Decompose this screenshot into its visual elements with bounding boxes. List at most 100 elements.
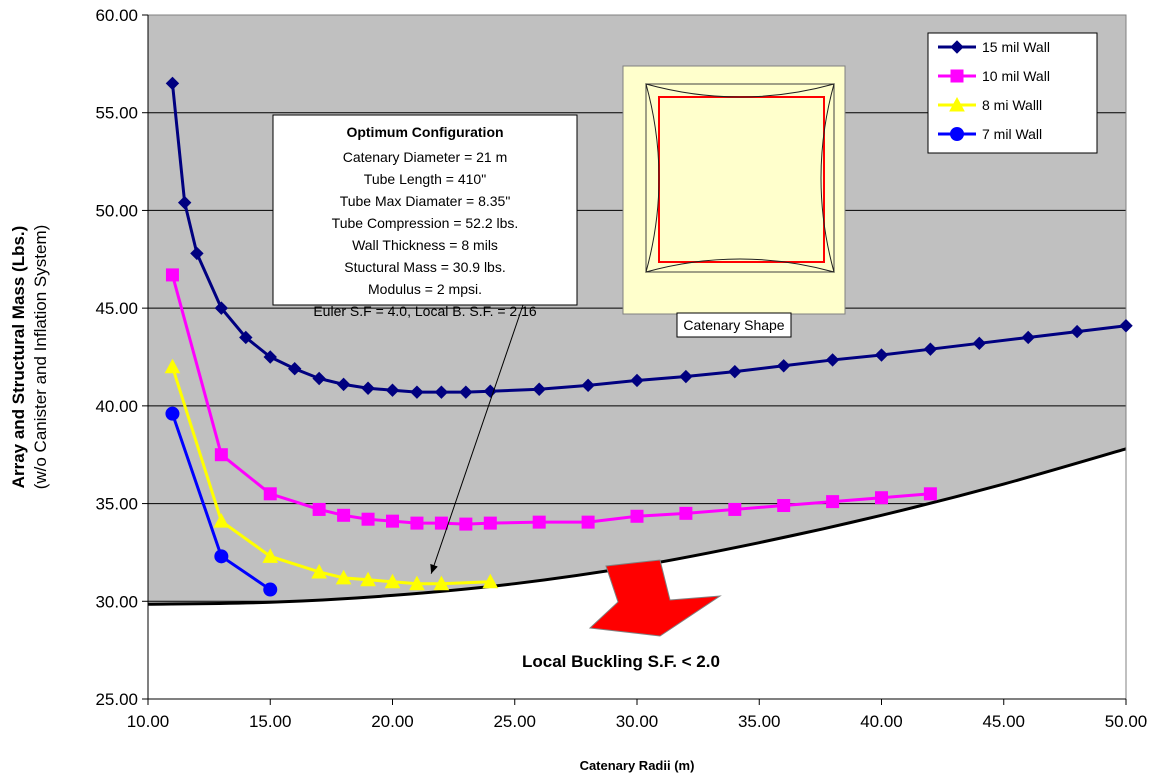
data-point <box>361 512 375 526</box>
annotation-box: Optimum Configuration Catenary Diameter … <box>272 114 578 319</box>
data-point <box>177 195 192 210</box>
y-tick-label: 45.00 <box>95 299 138 318</box>
data-point <box>532 515 546 529</box>
data-point <box>1070 324 1084 339</box>
data-point <box>482 573 499 589</box>
x-tick-label: 10.00 <box>127 712 170 731</box>
series-layer <box>164 76 1133 597</box>
data-point <box>679 506 693 520</box>
data-point <box>777 499 791 513</box>
series-line <box>170 83 1127 394</box>
data-point <box>165 406 180 421</box>
legend-swatch-marker <box>950 127 964 141</box>
legend-label: 10 mil Wall <box>982 68 1050 84</box>
data-point <box>263 350 277 364</box>
data-point <box>630 373 644 388</box>
y-tick-label: 30.00 <box>95 592 138 611</box>
data-point <box>532 382 546 396</box>
data-point <box>214 549 229 564</box>
y-tick-label: 50.00 <box>95 201 138 220</box>
legend-item: 8 mi Walll <box>938 96 1042 113</box>
x-tick-label: 30.00 <box>616 712 659 731</box>
x-tick-label: 35.00 <box>738 712 781 731</box>
x-tick-label: 45.00 <box>982 712 1025 731</box>
data-point <box>287 362 302 376</box>
data-point <box>386 514 399 528</box>
data-point <box>409 575 425 591</box>
data-point <box>263 582 278 597</box>
data-point <box>262 548 279 563</box>
data-point <box>459 385 473 399</box>
annotation-pointer <box>430 304 524 574</box>
x-tick-label: 40.00 <box>860 712 903 731</box>
x-tick-label: 25.00 <box>493 712 536 731</box>
data-point <box>728 364 742 379</box>
series-line <box>171 366 491 586</box>
region-arrow <box>588 559 722 637</box>
inset-catenary-curve <box>645 83 835 273</box>
data-point <box>384 573 401 589</box>
annotation-lines: Catenary Diameter = 21 m Tube Length = 41… <box>313 149 537 319</box>
y-axis-sublabel: (w/o Canister and Inflation System) <box>31 225 50 490</box>
legend-label: 7 mil Wall <box>982 126 1042 142</box>
y-axis-label: Array and Structural Mass (Lbs.) <box>9 226 28 489</box>
data-point <box>434 385 449 399</box>
y-ticks: 25.00 30.00 35.00 40.00 45.00 50.00 55.00 60.00 <box>95 6 148 709</box>
data-point <box>630 509 644 523</box>
legend-item: 7 mil Wall <box>938 126 1042 142</box>
data-point <box>434 516 448 530</box>
data-point <box>213 513 230 528</box>
data-point <box>581 515 595 529</box>
data-point <box>214 448 228 462</box>
legend-swatch-marker <box>950 69 964 83</box>
series-2 <box>165 268 937 531</box>
x-axis-label: Catenary Radii (m) <box>580 758 695 773</box>
data-point <box>165 268 179 282</box>
data-point <box>263 487 277 501</box>
x-tick-label: 50.00 <box>1105 712 1148 731</box>
data-point <box>923 342 938 356</box>
legend-items: 15 mil Wall 10 mil Wall 8 mi Walll 7 mil Wa… <box>938 39 1050 142</box>
data-point <box>776 359 791 373</box>
data-point <box>337 508 351 522</box>
data-point <box>679 369 693 384</box>
data-point <box>360 571 376 587</box>
annotation-line: Catenary Diameter = 21 m <box>343 149 508 165</box>
data-point <box>483 516 497 530</box>
y-tick-label: 25.00 <box>95 690 138 709</box>
annotation-line: Wall Thickness = 8 mils <box>352 237 498 253</box>
y-tick-label: 60.00 <box>95 6 138 25</box>
x-ticks: 10.00 15.00 20.00 25.00 30.00 35.00 40.00 45.00… <box>127 699 1148 731</box>
legend-label: 8 mi Walll <box>982 97 1042 113</box>
legend: 15 mil Wall 10 mil Wall 8 mi Walll 7 mil Wa… <box>927 32 1098 154</box>
data-point <box>459 517 473 531</box>
series-4 <box>165 406 278 597</box>
data-point <box>433 575 450 591</box>
data-point <box>335 569 352 585</box>
series-1 <box>165 76 1133 399</box>
data-point <box>165 76 180 91</box>
data-point <box>728 502 742 516</box>
data-point <box>336 377 351 392</box>
annotation-line: Stuctural Mass = 30.9 lbs. <box>344 259 505 275</box>
inset-square-outer <box>645 83 835 273</box>
data-point <box>826 495 840 509</box>
annotation-line: Euler S.F = 4.0, Local B. S.F. = 2.16 <box>313 303 537 319</box>
legend-item: 15 mil Wall <box>938 39 1050 55</box>
data-point <box>581 378 595 393</box>
data-point <box>239 330 253 345</box>
series-3 <box>164 358 499 591</box>
y-tick-label: 35.00 <box>95 495 138 514</box>
data-point <box>972 336 987 351</box>
data-point <box>874 348 889 362</box>
y-tick-label: 55.00 <box>95 104 138 123</box>
data-point <box>410 516 424 530</box>
data-point <box>190 246 204 261</box>
data-point <box>875 491 888 505</box>
data-point <box>825 353 840 367</box>
legend-swatch-marker <box>949 96 965 112</box>
region-label: Local Buckling S.F. < 2.0 <box>522 652 720 671</box>
catenary-inset: Catenary Shape <box>622 65 846 338</box>
data-point <box>1021 330 1035 345</box>
